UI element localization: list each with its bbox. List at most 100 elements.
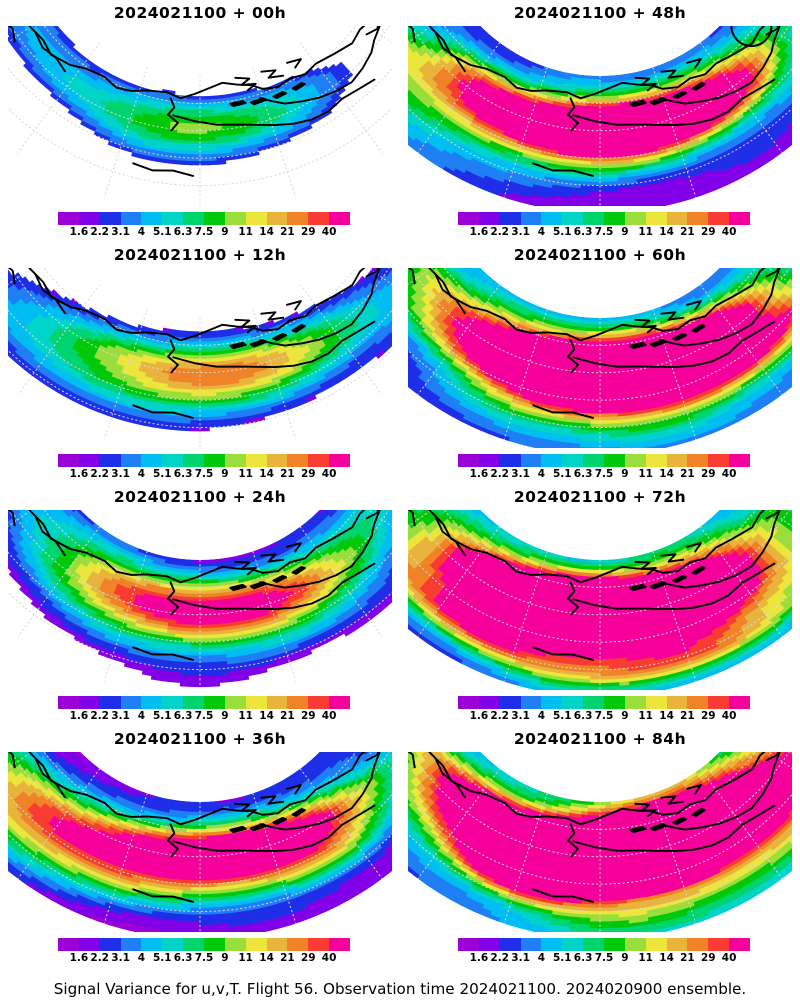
colorbar-band-2 [499,454,521,467]
colorbar-p00 [58,212,351,225]
colorbar-tick-label: 3.1 [511,226,530,238]
colorbar-band-5 [162,212,184,225]
map-p72 [408,510,792,690]
colorbar-band-8 [224,212,246,225]
colorbar-band-5 [562,696,584,709]
figure-caption: Signal Variance for u,v,T. Flight 56. Ob… [0,980,800,998]
colorbar-band-4 [141,212,163,225]
colorbar-p60 [458,454,751,467]
colorbar-band-1 [478,938,500,951]
colorbar-tick-label: 7.5 [195,710,214,722]
colorbar-band-9 [645,454,667,467]
colorbar-band-13 [329,696,351,709]
colorbar-band-2 [99,696,121,709]
colorbar-band-6 [183,938,205,951]
colorbar-band-4 [541,212,563,225]
colorbar-band-9 [245,938,267,951]
colorbar-ticks-p84: 1.6 2.2 3.1 4 5.1 6.3 7.5 9 11 14 21 29 40 [440,952,770,966]
colorbar-p72 [458,696,751,709]
colorbar-band-9 [645,696,667,709]
colorbar-ticks-p24: 1.6 2.2 3.1 4 5.1 6.3 7.5 9 11 14 21 29 40 [40,710,370,724]
map-p24 [8,510,392,690]
colorbar-tick-label: 29 [701,710,716,722]
colorbar-p36 [58,938,351,951]
colorbar-band-7 [604,212,625,225]
colorbar-band-13 [729,454,751,467]
colorbar-tick-label: 1.6 [470,226,489,238]
colorbar-tick-label: 3.1 [111,952,130,964]
map-wrap-p36 [8,752,392,932]
panel-title-p48: 2024021100 + 48h [400,4,800,22]
colorbar-tick-label: 14 [659,226,674,238]
colorbar-ticks-p72: 1.6 2.2 3.1 4 5.1 6.3 7.5 9 11 14 21 29 40 [440,710,770,724]
colorbar-p84 [458,938,751,951]
colorbar-band-4 [541,938,563,951]
colorbar-band-10 [266,938,288,951]
colorbar-band-8 [624,212,646,225]
colorbar-tick-label: 21 [680,710,695,722]
colorbar-band-3 [520,696,542,709]
colorbar-tick-label: 7.5 [195,952,214,964]
colorbar-tick-label: 14 [259,710,274,722]
panel-p24: 2024021100 + 24h 1.6 2.2 3.1 4 5.1 6.3 7.5 9 11 14… [0,484,400,729]
colorbar-tick-label: 6.3 [174,226,193,238]
colorbar-ticks-p48: 1.6 2.2 3.1 4 5.1 6.3 7.5 9 11 14 21 29 40 [440,226,770,240]
colorbar-band-2 [99,454,121,467]
colorbar-tick-label: 5.1 [153,710,172,722]
colorbar-p48 [458,212,751,225]
colorbar-tick-label: 14 [659,952,674,964]
map-wrap-p48 [408,26,792,206]
colorbar-band-12 [708,938,730,951]
colorbar-tick-label: 4 [138,710,145,722]
colorbar-band-1 [78,696,100,709]
colorbar-band-3 [120,696,142,709]
panel-p36: 2024021100 + 36h 1.6 2.2 3.1 4 5.1 6.3 7.5 9 11 14… [0,726,400,971]
colorbar-band-10 [666,696,688,709]
colorbar-tick-label: 3.1 [111,226,130,238]
colorbar-band-0 [458,454,479,467]
colorbar-tick-label: 5.1 [553,952,572,964]
colorbar-tick-label: 6.3 [174,952,193,964]
colorbar-tick-label: 11 [238,952,253,964]
colorbar-ticks-p60: 1.6 2.2 3.1 4 5.1 6.3 7.5 9 11 14 21 29 40 [440,468,770,482]
colorbar-tick-label: 11 [238,710,253,722]
colorbar-tick-label: 40 [722,710,737,722]
colorbar-band-11 [287,696,309,709]
colorbar-tick-label: 40 [722,468,737,480]
colorbar-band-8 [624,938,646,951]
colorbar-tick-label: 4 [538,226,545,238]
map-wrap-p72 [408,510,792,690]
map-p84 [408,752,792,932]
colorbar-band-11 [687,696,709,709]
colorbar-tick-label: 21 [280,226,295,238]
colorbar-band-12 [308,212,330,225]
colorbar-tick-label: 21 [680,226,695,238]
colorbar-band-2 [499,696,521,709]
map-p12 [8,268,392,448]
map-wrap-p24 [8,510,392,690]
colorbar-tick-label: 9 [621,952,628,964]
colorbar-band-6 [183,454,205,467]
colorbar-band-10 [266,212,288,225]
colorbar-tick-label: 29 [701,952,716,964]
colorbar-band-10 [666,938,688,951]
colorbar-band-9 [645,212,667,225]
colorbar-tick-label: 40 [722,952,737,964]
colorbar-band-6 [183,696,205,709]
colorbar-band-1 [78,454,100,467]
colorbar-band-4 [541,454,563,467]
colorbar-band-3 [520,938,542,951]
colorbar-tick-label: 4 [138,468,145,480]
colorbar-tick-label: 3.1 [511,468,530,480]
colorbar-tick-label: 29 [301,952,316,964]
colorbar-band-2 [99,938,121,951]
colorbar-tick-label: 4 [538,710,545,722]
map-wrap-p00 [8,26,392,206]
panel-p00: 2024021100 + 00h 1.6 2.2 3.1 4 5.1 6.3 7.5 9 11 14… [0,0,400,245]
map-wrap-p12 [8,268,392,448]
colorbar-band-12 [308,938,330,951]
colorbar-band-10 [666,454,688,467]
colorbar-band-11 [687,938,709,951]
colorbar-tick-label: 1.6 [70,226,89,238]
colorbar-band-7 [604,454,625,467]
